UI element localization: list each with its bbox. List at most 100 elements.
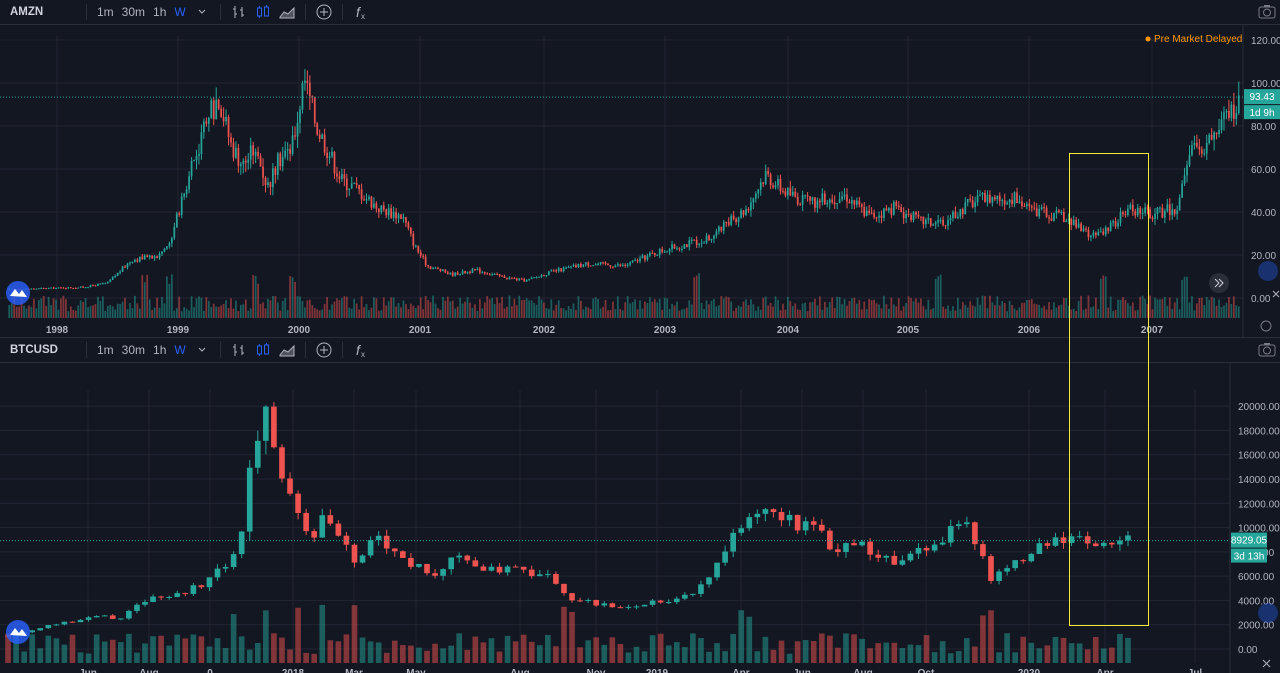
candle-body — [666, 251, 668, 253]
close-icon — [1262, 659, 1271, 668]
volume-bar — [796, 309, 799, 318]
candle-body — [148, 255, 151, 257]
candle-body — [276, 153, 279, 175]
volume-bar — [119, 303, 121, 318]
volume-bar — [350, 308, 353, 318]
candle-body — [190, 585, 197, 594]
candle-body — [525, 279, 528, 282]
volume-bar — [1087, 295, 1090, 318]
volume-bar — [993, 305, 996, 318]
bar-style-icon[interactable] — [230, 3, 248, 21]
candle-body — [957, 216, 959, 219]
volume-bar — [1018, 307, 1021, 318]
volume-bar — [875, 643, 882, 663]
volume-bar — [30, 306, 33, 318]
candle-body — [1104, 227, 1107, 235]
volume-bar — [1203, 305, 1206, 318]
status-text: Pre Market Delayed — [1154, 34, 1242, 45]
interval-1h[interactable]: 1h — [153, 5, 167, 19]
candle-body — [1109, 542, 1115, 545]
volume-bar — [168, 283, 171, 318]
candle-body — [616, 264, 619, 266]
chevron-down-icon[interactable] — [193, 341, 211, 359]
interval-w[interactable]: W — [174, 343, 186, 357]
candle-style-icon[interactable] — [254, 341, 272, 359]
candle-body — [101, 615, 108, 617]
candle-body — [472, 560, 479, 567]
volume-bar — [924, 309, 927, 318]
highlight-rectangle[interactable] — [1069, 153, 1149, 626]
volume-bar — [979, 304, 981, 318]
candle-body — [782, 191, 784, 193]
candle-body — [158, 596, 164, 598]
volume-bar — [614, 309, 617, 318]
interval-1h[interactable]: 1h — [153, 343, 167, 357]
candle-body — [1191, 145, 1193, 156]
candle-body — [732, 215, 735, 220]
candle-body — [1060, 212, 1063, 214]
interval-30m[interactable]: 30m — [121, 5, 146, 19]
chevron-down-icon[interactable] — [193, 3, 211, 21]
symbol-label[interactable]: AMZN — [10, 6, 44, 18]
volume-bar — [685, 307, 688, 318]
x-tick-label: Oct — [918, 668, 935, 673]
interval-1m[interactable]: 1m — [97, 5, 114, 19]
area-style-icon[interactable] — [278, 341, 296, 359]
candle-body — [678, 248, 681, 250]
volume-bar — [949, 310, 952, 318]
volume-bar — [360, 296, 363, 318]
volume-bar — [851, 634, 857, 663]
candle-body — [730, 215, 733, 225]
candle-body — [488, 566, 495, 571]
candle-body — [416, 564, 422, 567]
volume-bar — [466, 297, 469, 318]
candle-body — [892, 201, 895, 215]
interval-30m[interactable]: 30m — [121, 343, 146, 357]
interval-w[interactable]: W — [174, 5, 186, 19]
amzn-candlestick-chart[interactable]: 120.00 100.00 80.00 60.00 40.00 20.00 0.00 1998… — [0, 0, 1280, 337]
btcusd-candlestick-chart[interactable]: 20000.00 18000.00 16000.00 14000.00 12000.00… — [0, 338, 1280, 673]
candle-body — [242, 160, 245, 165]
candle-body — [195, 156, 198, 161]
volume-bar — [794, 641, 801, 663]
candle-body — [961, 209, 964, 215]
volume-bar — [437, 308, 439, 318]
add-indicator-icon[interactable] — [315, 341, 333, 359]
add-indicator-icon[interactable] — [315, 3, 333, 21]
y-tick-label: 120.00 — [1251, 36, 1280, 47]
candle-body — [1215, 132, 1218, 135]
candle-body — [762, 182, 765, 184]
camera-icon[interactable] — [1258, 3, 1276, 21]
candle-body — [254, 151, 257, 156]
candle-body — [816, 200, 819, 208]
volume-bar — [794, 303, 797, 318]
volume-bar — [284, 298, 287, 318]
symbol-label[interactable]: BTCUSD — [10, 344, 58, 356]
candle-body — [972, 522, 978, 545]
volume-bar — [1208, 299, 1211, 318]
candle-body — [1094, 232, 1097, 236]
camera-icon[interactable] — [1258, 341, 1276, 359]
area-style-icon[interactable] — [278, 3, 296, 21]
interval-1m[interactable]: 1m — [97, 343, 114, 357]
volume-bar — [633, 646, 640, 663]
candle-body — [653, 253, 656, 256]
volume-bar — [92, 305, 94, 318]
candle-body — [944, 225, 947, 227]
candle-body — [746, 517, 753, 529]
pane-divider[interactable] — [0, 337, 1280, 338]
volume-bar — [410, 303, 412, 318]
volume-bar — [383, 652, 390, 663]
volume-bar — [45, 305, 48, 318]
bar-style-icon[interactable] — [230, 341, 248, 359]
candle-body — [182, 593, 189, 595]
volume-bar — [306, 300, 309, 318]
candle-style-icon[interactable] — [254, 3, 272, 21]
volume-bar — [158, 635, 164, 663]
volume-bar — [35, 308, 38, 318]
candle-body — [1038, 209, 1041, 217]
